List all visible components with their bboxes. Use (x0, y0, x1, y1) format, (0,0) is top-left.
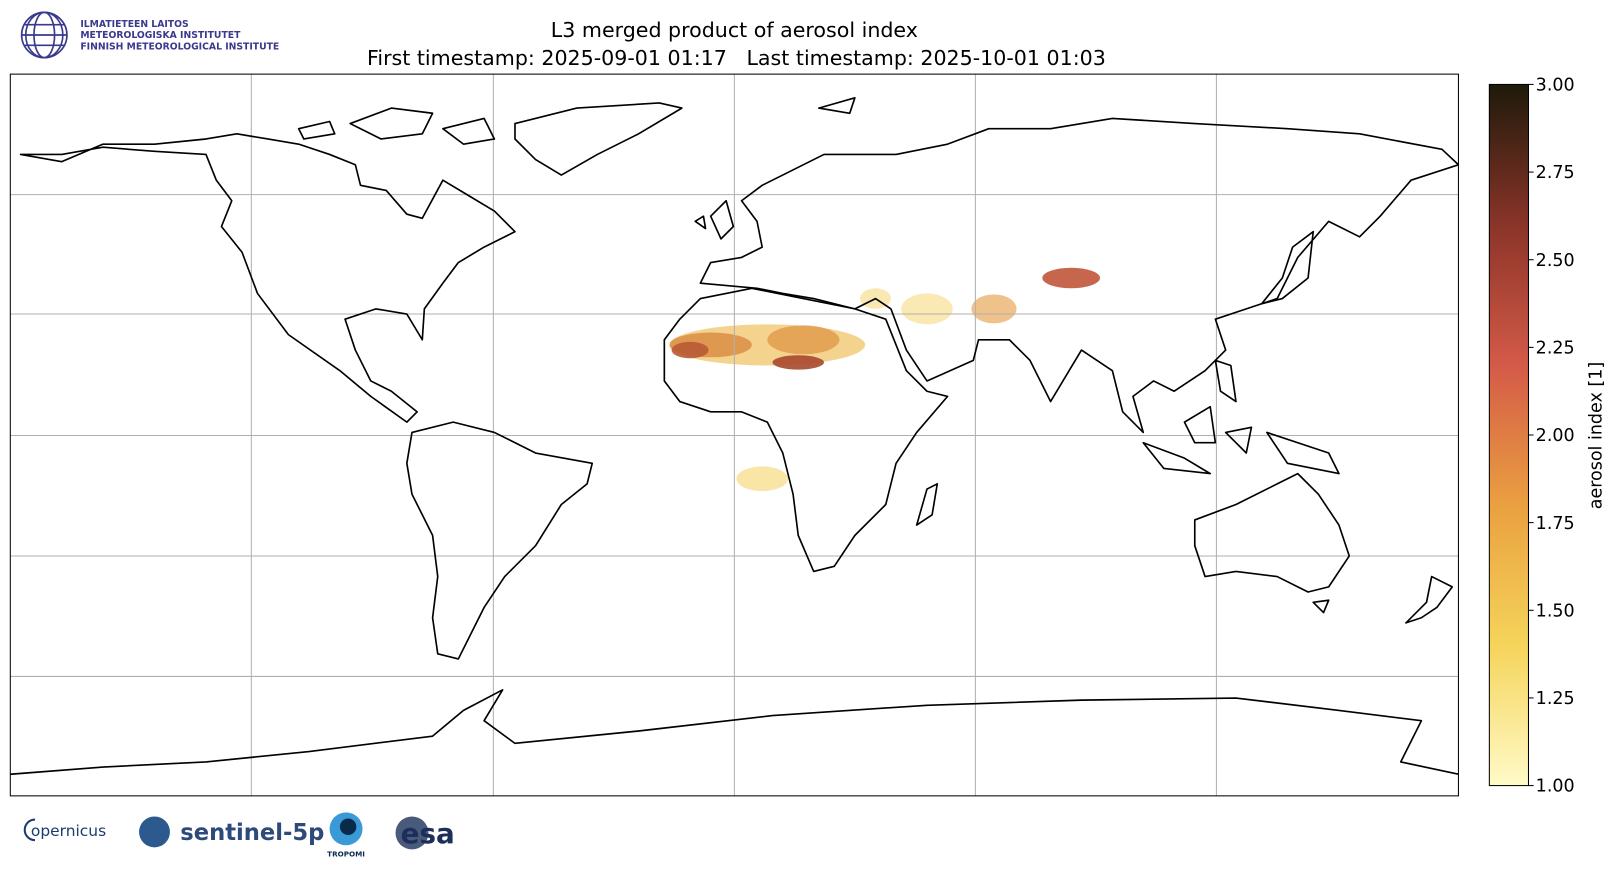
colorbar-tick-label: 1.50 (1536, 601, 1575, 621)
logo-text: opernicus (31, 822, 106, 840)
colorbar-tick-label: 2.50 (1536, 251, 1575, 271)
colorbar-label: aerosol index [1] (1587, 362, 1607, 509)
title: L3 merged product of aerosol index (551, 18, 918, 42)
logo-text: TROPOMI (327, 850, 365, 859)
logo-text: esa (401, 817, 455, 850)
colorbar-tick-label: 2.25 (1536, 339, 1575, 359)
map (10, 74, 1459, 796)
colorbar-tick-label: 3.00 (1536, 76, 1575, 96)
fmi-logo (20, 11, 68, 59)
map-frame (9, 73, 1459, 797)
colorbar-tick-label: 2.75 (1536, 163, 1575, 183)
footer-logos: opernicus sentinel-5p TROPOMI esa (23, 812, 455, 859)
subtitle: First timestamp: 2025-09-01 01:17 Last t… (367, 46, 1106, 70)
colorbar-tick-label: 1.75 (1536, 514, 1575, 534)
colorbar-tick-label: 1.00 (1536, 777, 1575, 797)
logo-text: FINNISH METEOROLOGICAL INSTITUTE (80, 41, 279, 52)
colorbar (1488, 83, 1529, 787)
logo-text: METEOROLOGISKA INSTITUTET (80, 30, 241, 41)
colorbar-tick-label: 1.25 (1536, 689, 1575, 709)
coastlines (10, 96, 1459, 776)
logo-text: ILMATIETEEN LAITOS (80, 19, 188, 30)
grid (10, 74, 1459, 796)
aerosol-field (669, 267, 1101, 492)
logo-text: sentinel-5p (180, 820, 324, 846)
colorbar-tick-label: 2.00 (1536, 426, 1575, 446)
